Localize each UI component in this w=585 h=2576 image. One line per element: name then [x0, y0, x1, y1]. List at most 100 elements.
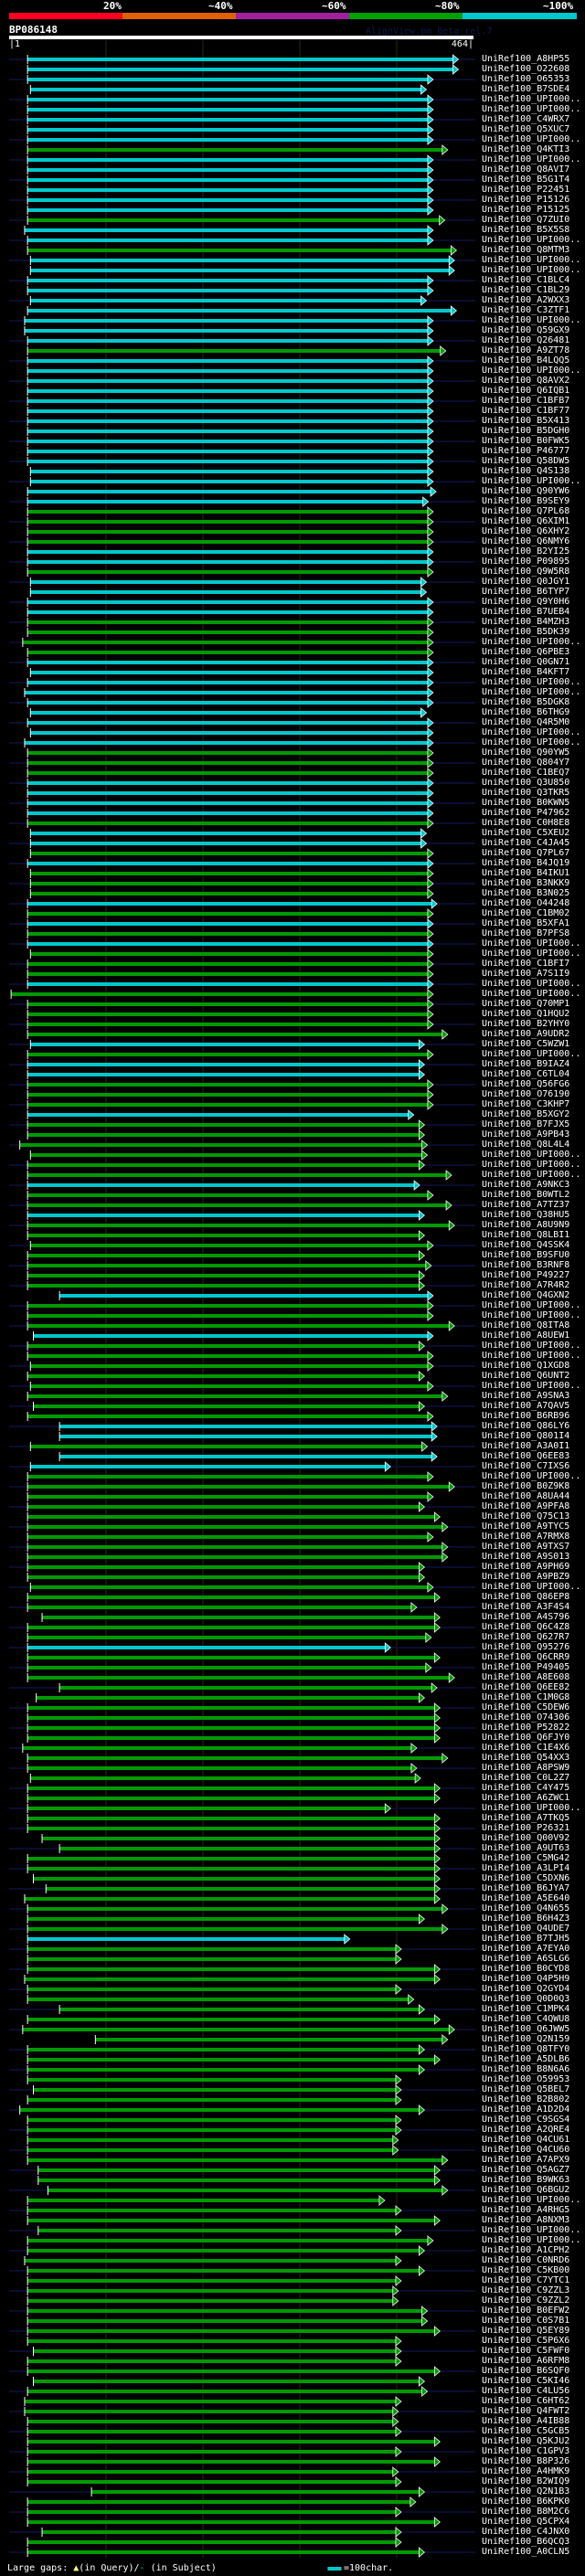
hit-label[interactable]: UniRef100_B7FJX5: [482, 1119, 570, 1129]
hit-label[interactable]: UniRef100_B6JYA7: [482, 1883, 570, 1893]
hit-label[interactable]: UniRef100_P15125: [482, 205, 570, 215]
hit-label[interactable]: UniRef100_A7APX9: [482, 2155, 570, 2165]
hit-label[interactable]: UniRef100_B5XGY2: [482, 1109, 570, 1119]
hit-label[interactable]: UniRef100_A2WXX3: [482, 295, 570, 305]
hit-label[interactable]: UniRef100_A3A0I1: [482, 1441, 570, 1451]
hit-label[interactable]: UniRef100_Q38HU5: [482, 1210, 570, 1220]
hit-label[interactable]: UniRef100_P22451: [482, 185, 570, 195]
hit-label[interactable]: UniRef100_O22608: [482, 64, 570, 74]
hit-label[interactable]: UniRef100_B7UEB4: [482, 607, 570, 617]
hit-label[interactable]: UniRef100_B4IKU1: [482, 868, 570, 878]
hit-label[interactable]: UniRef100_A7R4R2: [482, 1280, 570, 1290]
hit-label[interactable]: UniRef100_UPI000..: [482, 104, 581, 114]
hit-label[interactable]: UniRef100_Q6JWW5: [482, 2024, 570, 2034]
hit-label[interactable]: UniRef100_C1BM02: [482, 908, 570, 918]
hit-label[interactable]: UniRef100_UPI000..: [482, 727, 581, 737]
hit-label[interactable]: UniRef100_B2B802: [482, 2094, 570, 2104]
hit-label[interactable]: UniRef100_C4LU56: [482, 2386, 570, 2396]
hit-label[interactable]: UniRef100_A7EYA0: [482, 1944, 570, 1954]
hit-label[interactable]: UniRef100_A2QRE4: [482, 2125, 570, 2135]
hit-label[interactable]: UniRef100_UPI000..: [482, 1300, 581, 1310]
hit-label[interactable]: UniRef100_UPI000..: [482, 949, 581, 959]
hit-label[interactable]: UniRef100_P09895: [482, 557, 570, 567]
hit-label[interactable]: UniRef100_Q8LBI1: [482, 1230, 570, 1240]
hit-label[interactable]: UniRef100_B7SDE4: [482, 84, 570, 94]
hit-label[interactable]: UniRef100_UPI000..: [482, 737, 581, 747]
hit-label[interactable]: UniRef100_O44248: [482, 898, 570, 908]
hit-label[interactable]: UniRef100_B2WIQ9: [482, 2476, 570, 2486]
hit-label[interactable]: UniRef100_A9PB43: [482, 1129, 570, 1140]
hit-label[interactable]: UniRef100_C4Y475: [482, 1783, 570, 1793]
hit-label[interactable]: UniRef100_A9PBZ9: [482, 1572, 570, 1582]
hit-label[interactable]: UniRef100_Q6PBE3: [482, 647, 570, 657]
hit-label[interactable]: UniRef100_A7QAV5: [482, 1401, 570, 1411]
hit-label[interactable]: UniRef100_Q7ZUI0: [482, 215, 570, 225]
hit-label[interactable]: UniRef100_Q6XHY2: [482, 526, 570, 536]
hit-label[interactable]: UniRef100_C0H8E8: [482, 818, 570, 828]
hit-label[interactable]: UniRef100_C7YTC1: [482, 2275, 570, 2285]
hit-label[interactable]: UniRef100_A0CLN5: [482, 2547, 570, 2557]
hit-label[interactable]: UniRef100_C4JA45: [482, 838, 570, 848]
hit-label[interactable]: UniRef100_Q4UDE7: [482, 1924, 570, 1934]
hit-label[interactable]: UniRef100_C5KI46: [482, 2376, 570, 2386]
hit-label[interactable]: UniRef100_Q54XX3: [482, 1753, 570, 1763]
hit-label[interactable]: UniRef100_Q4GXN2: [482, 1290, 570, 1300]
hit-label[interactable]: UniRef100_B0KWN5: [482, 798, 570, 808]
hit-label[interactable]: UniRef100_A3F4S4: [482, 1602, 570, 1612]
hit-label[interactable]: UniRef100_B3N025: [482, 888, 570, 898]
hit-label[interactable]: UniRef100_Q9W5R8: [482, 567, 570, 577]
hit-label[interactable]: UniRef100_B9SFU0: [482, 1250, 570, 1260]
hit-label[interactable]: UniRef100_B9WK63: [482, 2175, 570, 2185]
hit-label[interactable]: UniRef100_A7TKQ5: [482, 1813, 570, 1823]
hit-label[interactable]: UniRef100_Q8MTM3: [482, 245, 570, 255]
hit-label[interactable]: UniRef100_Q5CPX4: [482, 2517, 570, 2527]
hit-label[interactable]: UniRef100_Q0GN71: [482, 657, 570, 667]
hit-label[interactable]: UniRef100_B9IAZ4: [482, 1059, 570, 1069]
hit-label[interactable]: UniRef100_UPI000..: [482, 94, 581, 104]
hit-label[interactable]: UniRef100_A4IB88: [482, 2416, 570, 2426]
hit-label[interactable]: UniRef100_A1D2D4: [482, 2104, 570, 2115]
hit-label[interactable]: UniRef100_A8U9N9: [482, 1220, 570, 1230]
hit-label[interactable]: UniRef100_Q6NMY6: [482, 536, 570, 546]
hit-label[interactable]: UniRef100_UPI000..: [482, 315, 581, 325]
hit-label[interactable]: UniRef100_P49227: [482, 1270, 570, 1280]
hit-label[interactable]: UniRef100_C1GPV3: [482, 2446, 570, 2456]
hit-label[interactable]: UniRef100_Q8AVI7: [482, 164, 570, 175]
hit-label[interactable]: UniRef100_Q4CU60: [482, 2145, 570, 2155]
hit-label[interactable]: UniRef100_Q7PL67: [482, 848, 570, 858]
hit-label[interactable]: UniRef100_UPI000..: [482, 1160, 581, 1170]
hit-label[interactable]: UniRef100_A9NKC3: [482, 1180, 570, 1190]
hit-label[interactable]: UniRef100_Q627R7: [482, 1632, 570, 1642]
hit-label[interactable]: UniRef100_B5X5S8: [482, 225, 570, 235]
hit-label[interactable]: UniRef100_C7IXS6: [482, 1461, 570, 1471]
hit-label[interactable]: UniRef100_C1BL29: [482, 285, 570, 295]
hit-label[interactable]: UniRef100_UPI000..: [482, 687, 581, 697]
hit-label[interactable]: UniRef100_Q1XGD8: [482, 1361, 570, 1371]
hit-label[interactable]: UniRef100_Q4N655: [482, 1903, 570, 1913]
hit-label[interactable]: UniRef100_Q801I4: [482, 1431, 570, 1441]
hit-label[interactable]: UniRef100_C0L2Z7: [482, 1773, 570, 1783]
hit-label[interactable]: UniRef100_UPI000..: [482, 637, 581, 647]
hit-label[interactable]: UniRef100_UPI000..: [482, 265, 581, 275]
hit-label[interactable]: UniRef100_Q9Y0H6: [482, 597, 570, 607]
hit-label[interactable]: UniRef100_UPI000..: [482, 979, 581, 989]
hit-label[interactable]: UniRef100_B6RB96: [482, 1411, 570, 1421]
hit-label[interactable]: UniRef100_A8PSW9: [482, 1763, 570, 1773]
hit-label[interactable]: UniRef100_B2YHY0: [482, 1019, 570, 1029]
hit-label[interactable]: UniRef100_UPI000..: [482, 1310, 581, 1320]
hit-label[interactable]: UniRef100_Q6IQB1: [482, 386, 570, 396]
hit-label[interactable]: UniRef100_B5DGK8: [482, 697, 570, 707]
hit-label[interactable]: UniRef100_C5GCB5: [482, 2426, 570, 2436]
hit-label[interactable]: UniRef100_Q00V92: [482, 1833, 570, 1843]
hit-label[interactable]: UniRef100_C9SGS4: [482, 2115, 570, 2125]
hit-label[interactable]: UniRef100_Q5EY89: [482, 2326, 570, 2336]
hit-label[interactable]: UniRef100_B7PFS8: [482, 928, 570, 938]
hit-label[interactable]: UniRef100_UPI000..: [482, 476, 581, 486]
hit-label[interactable]: UniRef100_Q8TFY0: [482, 2044, 570, 2054]
hit-label[interactable]: UniRef100_Q59GX9: [482, 325, 570, 335]
hit-label[interactable]: UniRef100_A9S013: [482, 1552, 570, 1562]
hit-label[interactable]: UniRef100_Q4SSK4: [482, 1240, 570, 1250]
hit-label[interactable]: UniRef100_C6HT62: [482, 2396, 570, 2406]
hit-label[interactable]: UniRef100_UPI000..: [482, 366, 581, 376]
hit-label[interactable]: UniRef100_Q7PL68: [482, 506, 570, 516]
